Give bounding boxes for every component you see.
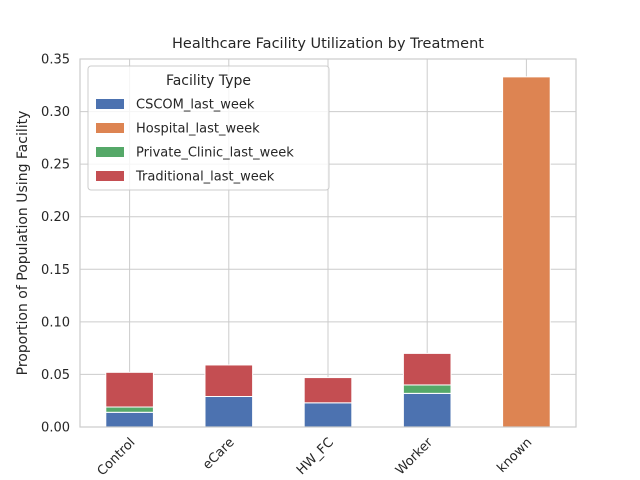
legend-swatch [96, 171, 124, 181]
x-tick-labels: Control eCare HW_FC Worker known [95, 435, 536, 479]
plot-frame [79, 58, 577, 428]
legend: Facility Type CSCOM_last_week Hospital_la… [87, 65, 330, 191]
y-tick-label: 0.05 [41, 368, 70, 383]
legend-box [87, 65, 330, 191]
bar-segment-private-clinic-last-week [105, 406, 154, 413]
legend-label: Private_Clinic_last_week [136, 146, 294, 161]
y-tick-label: 0.25 [41, 158, 70, 173]
x-tick-label: Worker [393, 435, 436, 478]
bar-segment-traditional-last-week [204, 364, 254, 398]
bar-segment-private-clinic-last-week [402, 384, 452, 394]
y-tick-labels: 0.00 0.05 0.10 0.15 0.20 0.25 0.30 0.35 [41, 53, 70, 436]
legend-title: Facility Type [166, 73, 251, 89]
y-tick-label: 0.20 [41, 210, 70, 225]
legend-label: Hospital_last_week [136, 122, 260, 137]
legend-items: CSCOM_last_week Hospital_last_week Private… [96, 98, 294, 185]
y-tick-label: 0.00 [41, 421, 70, 436]
bars [105, 76, 551, 428]
bar-segment-traditional-last-week [402, 352, 452, 386]
x-tick-label: eCare [200, 435, 238, 473]
bar-segment-cscom-last-week [402, 392, 452, 428]
x-tick-label: known [495, 435, 536, 476]
x-tick-label: Control [95, 435, 139, 479]
y-tick-label: 0.10 [41, 315, 70, 330]
x-tick-label: HW_FC [294, 435, 337, 478]
bar-segment-traditional-last-week [105, 371, 154, 408]
y-tick-label: 0.30 [41, 105, 70, 120]
legend-swatch [96, 99, 124, 109]
legend-swatch [96, 147, 124, 157]
chart-title: Healthcare Facility Utilization by Treat… [172, 36, 484, 52]
bar-segment-cscom-last-week [105, 411, 154, 428]
legend-label: Traditional_last_week [135, 170, 275, 185]
y-axis-label: Proportion of Population Using Facility [15, 111, 31, 376]
legend-label: CSCOM_last_week [136, 98, 255, 113]
bar-segment-cscom-last-week [204, 396, 254, 428]
y-tick-label: 0.15 [41, 263, 70, 278]
bar-segment-cscom-last-week [303, 402, 353, 428]
bar-segment-traditional-last-week [303, 377, 353, 404]
bar-segment-hospital-last-week [502, 76, 551, 428]
legend-swatch [96, 123, 124, 133]
y-tick-label: 0.35 [41, 53, 70, 68]
